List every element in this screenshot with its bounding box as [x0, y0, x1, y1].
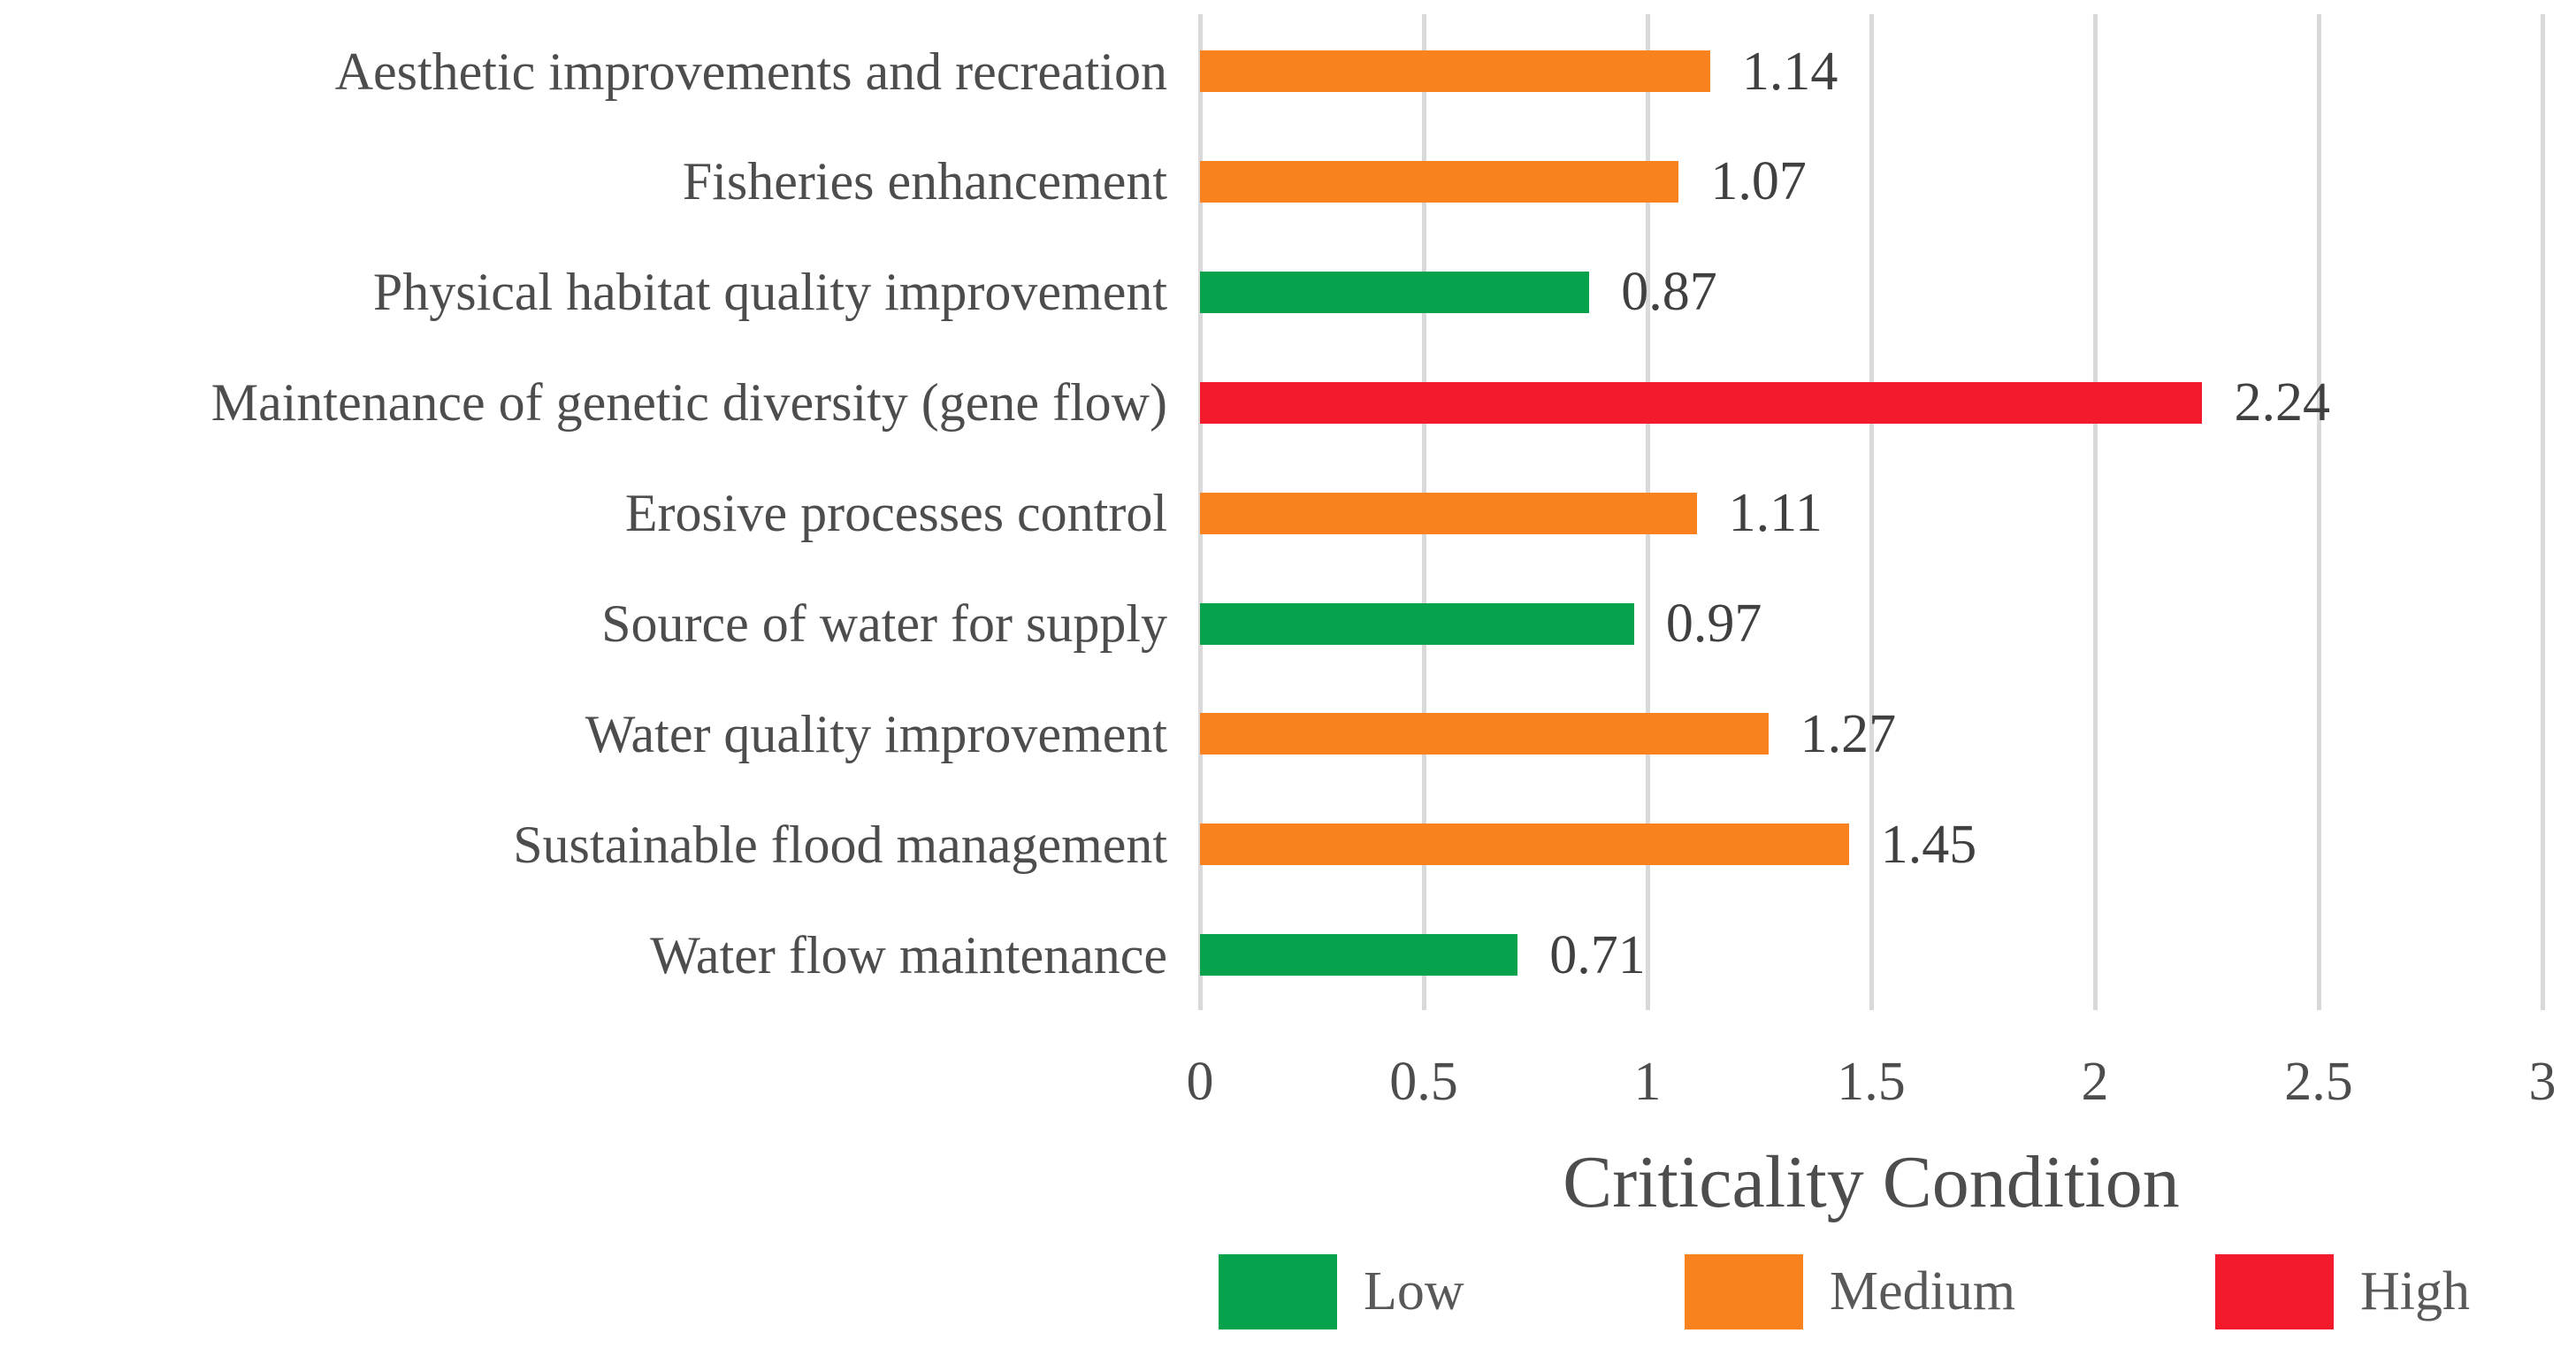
bar-high	[1200, 381, 2203, 424]
gridline	[2093, 14, 2098, 1010]
category-label: Aesthetic improvements and recreation	[334, 42, 1167, 101]
bar-low	[1200, 602, 1634, 645]
value-label: 1.07	[1710, 151, 1807, 212]
bar-medium	[1200, 713, 1769, 755]
value-label: 2.24	[2234, 372, 2330, 433]
legend-item-low: Low	[1219, 1254, 1464, 1329]
x-tick-label: 0.5	[1389, 1052, 1458, 1112]
x-tick-label: 2.5	[2284, 1052, 2353, 1112]
category-label: Maintenance of genetic diversity (gene f…	[210, 373, 1167, 433]
x-tick-label: 0	[1186, 1052, 1214, 1112]
category-label: Fisheries enhancement	[682, 152, 1167, 211]
legend-item-medium: Medium	[1685, 1254, 2015, 1329]
x-axis-title: Criticality Condition	[1563, 1141, 2180, 1223]
bar-medium	[1200, 160, 1679, 203]
x-tick-label: 3	[2528, 1052, 2557, 1112]
value-label: 1.27	[1800, 703, 1897, 764]
bar-medium	[1200, 50, 1710, 92]
legend-swatch-medium	[1685, 1254, 1803, 1329]
value-label: 1.11	[1728, 483, 1823, 544]
x-tick-label: 1.5	[1837, 1052, 1906, 1112]
gridline	[2541, 14, 2545, 1010]
bar-medium	[1200, 824, 1849, 866]
legend-label: High	[2360, 1261, 2470, 1322]
bar-low	[1200, 934, 1518, 977]
x-tick-label: 2	[2081, 1052, 2109, 1112]
value-label: 0.97	[1665, 594, 1762, 654]
category-label: Water quality improvement	[585, 704, 1167, 763]
value-label: 0.87	[1621, 262, 1717, 323]
category-label: Erosive processes control	[624, 484, 1167, 543]
gridline	[2317, 14, 2321, 1010]
bar-low	[1200, 271, 1590, 313]
bar-medium	[1200, 492, 1697, 534]
legend-label: Low	[1364, 1261, 1464, 1322]
legend-label: Medium	[1830, 1261, 2016, 1322]
category-label: Sustainable flood management	[513, 815, 1167, 874]
gridline	[1869, 14, 1874, 1010]
x-tick-label: 1	[1633, 1052, 1662, 1112]
legend-swatch-low	[1219, 1254, 1337, 1329]
value-label: 1.45	[1880, 814, 1977, 875]
category-label: Physical habitat quality improvement	[372, 263, 1167, 322]
legend-item-high: High	[2215, 1254, 2470, 1329]
category-label: Water flow maintenance	[650, 925, 1167, 984]
value-label: 1.14	[1741, 41, 1838, 102]
value-label: 0.71	[1549, 924, 1646, 985]
category-label: Source of water for supply	[601, 594, 1167, 653]
legend-swatch-high	[2215, 1254, 2334, 1329]
